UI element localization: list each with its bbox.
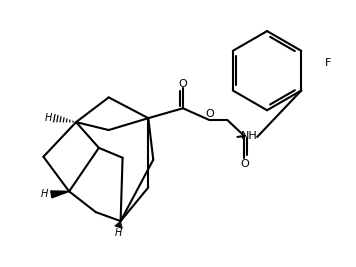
Text: NH: NH <box>241 131 258 141</box>
Text: O: O <box>205 109 214 119</box>
Polygon shape <box>51 191 69 198</box>
Text: O: O <box>240 159 249 169</box>
Text: H: H <box>41 189 48 199</box>
Text: F: F <box>325 58 331 68</box>
Text: O: O <box>179 78 187 89</box>
Text: H: H <box>115 228 122 238</box>
Text: H: H <box>44 113 52 123</box>
